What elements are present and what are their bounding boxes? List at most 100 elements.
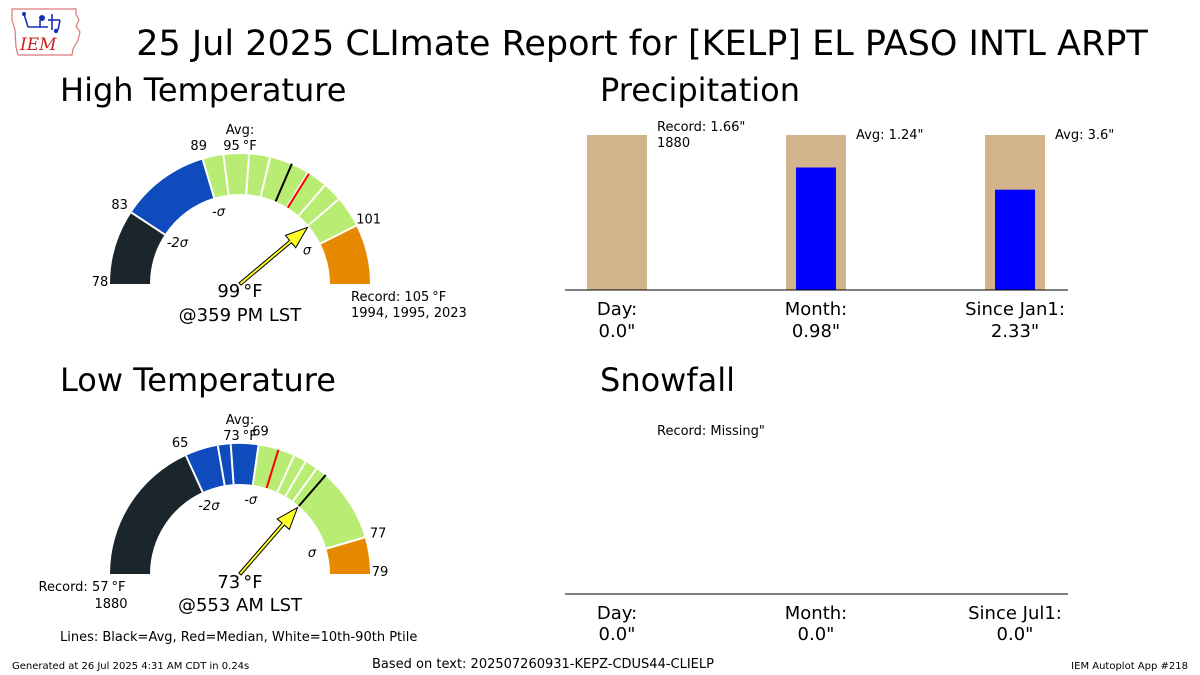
observed-needle — [238, 506, 299, 576]
precip-value-label: 0.0" — [599, 321, 636, 342]
precip-value-label: 0.98" — [792, 321, 840, 342]
precip-obs-bar — [796, 167, 836, 290]
percentile-line — [307, 198, 340, 227]
high-temp-heading: High Temperature — [60, 71, 346, 109]
precip-obs-bar — [995, 189, 1035, 290]
app-note: IEM Autoplot App #218 — [1071, 661, 1188, 672]
gauge-band-divider — [201, 159, 216, 199]
gauge-band-divider — [185, 455, 204, 493]
gauge-sigma-label: -2σ — [198, 499, 220, 514]
gauge-tick-label: 83 — [111, 198, 128, 213]
percentile-line — [285, 172, 309, 208]
gauge-band-3 — [326, 537, 370, 574]
snow-xlabel: Since Jul1: — [968, 603, 1062, 624]
gauge-band-divider — [326, 536, 366, 550]
gauge-band-2 — [202, 154, 357, 244]
median-line — [286, 173, 310, 209]
median-line — [265, 449, 280, 489]
gauge-band-0 — [110, 455, 203, 574]
gauge-band-2 — [252, 445, 365, 549]
gauge-band-divider — [130, 211, 166, 236]
gauge-sigma-label: -σ — [212, 205, 226, 220]
gauge-tick-label: 89 — [190, 139, 207, 154]
high-record-value: Record: 105 — [351, 290, 429, 305]
low-avg-value: 73 °F — [223, 429, 257, 444]
low-observed-number: 73 — [217, 572, 240, 593]
precip-avg-note: Avg: 3.6" — [1055, 128, 1114, 143]
high-observed-number: 99 — [217, 281, 240, 302]
low-observed-unit: °F — [243, 572, 262, 593]
low-record: Record: 57 °F — [39, 580, 126, 595]
high-record-years: 1994, 1995, 2023 — [351, 306, 467, 321]
precip-ref-bar — [587, 135, 647, 290]
precip-xlabel: Since Jan1: — [965, 299, 1065, 320]
high-temp-gauge: 78 83 89 101 -2σ -σ σ — [92, 139, 381, 290]
snow-xlabel: Day: — [597, 603, 637, 624]
iem-logo: IEM — [11, 8, 81, 56]
snow-record-note: Record: Missing" — [657, 424, 765, 439]
gauge-tick-label: 79 — [372, 565, 389, 580]
gauge-sigma-label: σ — [308, 546, 317, 561]
low-avg-label: Avg: — [226, 413, 254, 428]
generated-note: Generated at 26 Jul 2025 4:31 AM CDT in … — [12, 661, 249, 672]
low-temp-heading: Low Temperature — [60, 361, 336, 399]
high-observed: 99 °F — [217, 281, 262, 302]
gauge-sigma-label: -σ — [244, 493, 258, 508]
weather-station-icon — [23, 13, 61, 31]
percentile-line — [292, 468, 318, 502]
legend-note: Lines: Black=Avg, Red=Median, White=10th… — [60, 630, 417, 645]
high-observed-unit: °F — [243, 281, 262, 302]
low-record-value: Record: 57 — [39, 580, 109, 595]
gauge-band-divider — [251, 445, 260, 486]
gauge-sigma-label: σ — [303, 243, 312, 258]
low-record-unit: °F — [112, 580, 126, 595]
observed-needle — [238, 226, 309, 286]
gauge-tick-label: 101 — [356, 212, 381, 227]
average-line — [298, 474, 327, 507]
low-record-years: 1880 — [94, 597, 127, 612]
low-temp-gauge: 65 69 77 79 -2σ -σ σ — [110, 424, 388, 580]
snow-xlabel: Month: — [785, 603, 847, 624]
low-avg-number: 73 — [223, 429, 240, 444]
low-observed-time: @553 AM LST — [178, 595, 303, 616]
percentile-line — [229, 444, 235, 485]
percentile-line — [245, 154, 251, 195]
iowa-outline-icon — [11, 8, 81, 56]
percentile-line — [259, 157, 271, 197]
percentile-line — [222, 154, 230, 195]
snow-heading: Snowfall — [600, 361, 735, 399]
gauge-tick-label: 65 — [172, 436, 189, 451]
gauge-band-3 — [320, 225, 370, 284]
high-avg-number: 95 — [223, 139, 240, 154]
snow-value-label: 0.0" — [798, 624, 835, 645]
gauge-tick-label: 69 — [252, 424, 269, 439]
station-cups-icon — [22, 12, 59, 34]
precip-record-note: Record: 1.66" — [657, 120, 745, 135]
precip-xlabel: Month: — [785, 299, 847, 320]
gauge-band-divider — [319, 224, 357, 245]
precip-bars — [587, 135, 1045, 290]
high-record-unit: °F — [432, 290, 446, 305]
gauge-tick-label: 77 — [370, 526, 387, 541]
gauge-sigma-label: -2σ — [167, 236, 189, 251]
precip-value-label: 2.33" — [991, 321, 1039, 342]
source-note: Based on text: 202507260931-KEPZ-CDUS44-… — [372, 657, 714, 672]
low-observed: 73 °F — [217, 572, 262, 593]
high-avg-value: 95 °F — [223, 139, 257, 154]
page-title: 25 Jul 2025 CLImate Report for [KELP] EL… — [136, 24, 1148, 64]
high-record: Record: 105 °F — [351, 290, 446, 305]
logo-text: IEM — [19, 35, 57, 55]
gauge-tick-label: 78 — [92, 275, 109, 290]
snow-value-label: 0.0" — [997, 624, 1034, 645]
snow-labels: Day:0.0"Month:0.0"Since Jul1:0.0" — [597, 603, 1062, 645]
precip-xlabel: Day: — [597, 299, 637, 320]
high-avg-unit: °F — [243, 139, 257, 154]
precip-avg-note: Avg: 1.24" — [856, 128, 924, 143]
precip-heading: Precipitation — [600, 71, 800, 109]
snow-value-label: 0.0" — [599, 624, 636, 645]
high-observed-time: @359 PM LST — [179, 305, 303, 326]
precip-labels: Day:0.0" Month:0.98" Avg: 1.24" Since Jan1:… — [597, 128, 1114, 342]
gauge-band-0 — [110, 212, 165, 284]
percentile-line — [216, 445, 226, 486]
